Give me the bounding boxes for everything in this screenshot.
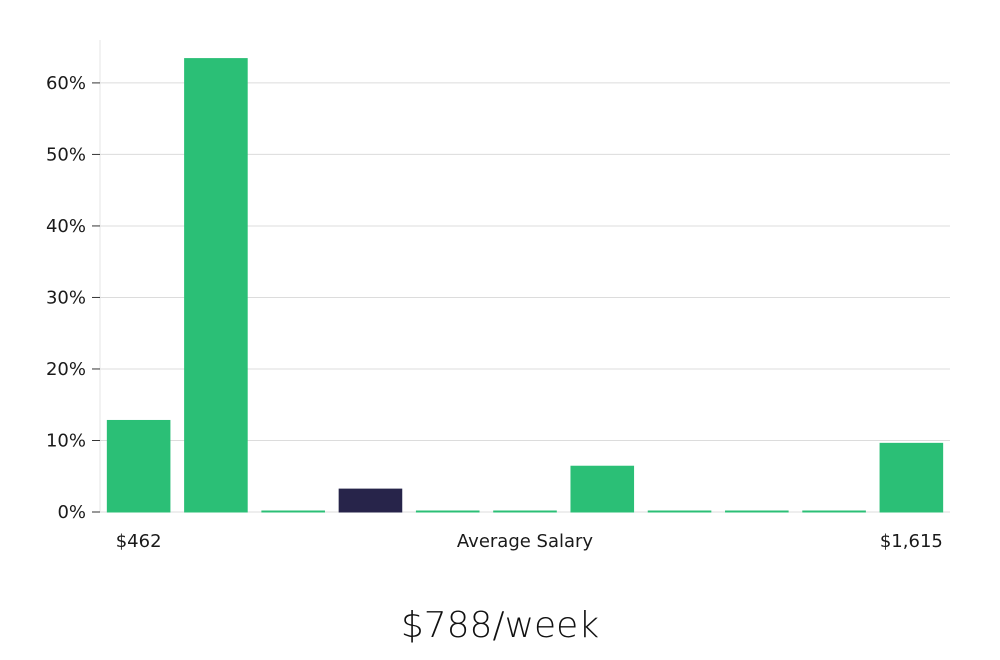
bar-highlighted xyxy=(338,488,403,513)
y-axis-ticks: 0% 10% 20% 30% 40% 50% 60% xyxy=(46,73,100,523)
y-tick-label: 20% xyxy=(46,359,86,380)
y-tick-label: 60% xyxy=(46,73,86,94)
y-tick-label: 40% xyxy=(46,216,86,237)
bar xyxy=(493,510,557,513)
y-tick-label: 30% xyxy=(46,287,86,308)
bar xyxy=(647,510,712,513)
bar xyxy=(570,465,635,513)
bar xyxy=(184,58,248,513)
y-tick-label: 50% xyxy=(46,144,86,165)
y-tick-label: 10% xyxy=(46,430,86,451)
bar xyxy=(106,419,171,513)
bar xyxy=(725,510,789,513)
x-min-label: $462 xyxy=(116,531,162,552)
bar xyxy=(879,442,944,513)
salary-histogram: 0% 10% 20% 30% 40% 50% 60% $462 Average Salary… xyxy=(46,40,950,552)
x-axis-title: Average Salary xyxy=(457,531,594,552)
average-weekly-salary: $788/week xyxy=(400,605,600,646)
bar xyxy=(415,510,480,513)
bar xyxy=(261,510,325,513)
x-max-label: $1,615 xyxy=(880,531,943,552)
y-tick-label: 0% xyxy=(57,502,86,523)
bar xyxy=(802,510,866,513)
bars xyxy=(106,58,944,513)
histogram-svg: 0% 10% 20% 30% 40% 50% 60% $462 Average Salary… xyxy=(46,40,950,552)
